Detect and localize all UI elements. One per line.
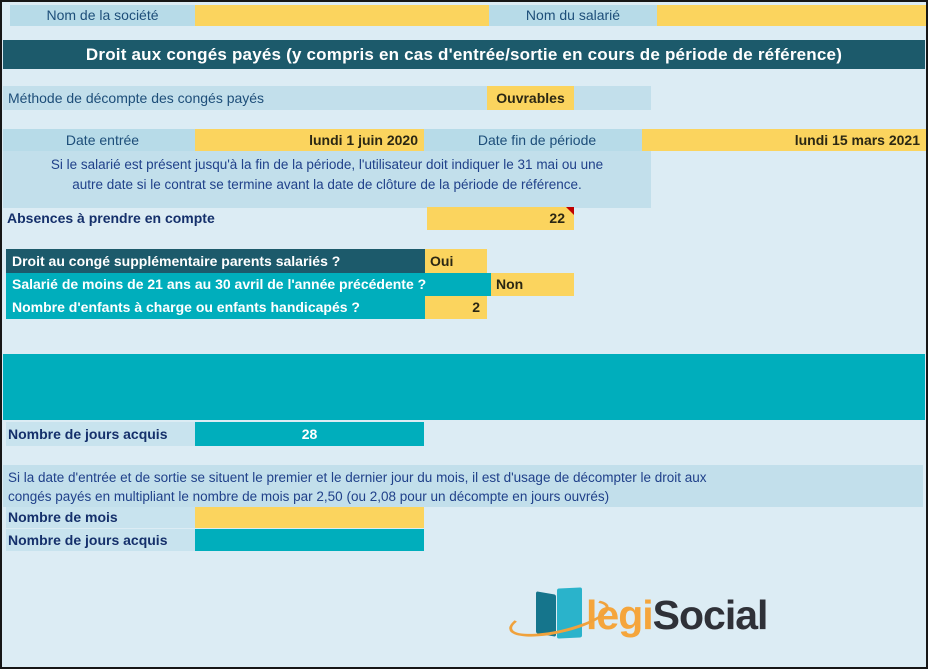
logo-text-legi: legi [586,592,654,638]
absences-label: Absences à prendre en compte [7,210,215,226]
period-end-label: Date fin de période [437,129,637,151]
employee-name-field[interactable] [657,5,926,26]
logo-wordmark: legiSocial [586,583,769,647]
question-under-21-field[interactable]: Non [491,273,574,296]
acquired-days-label: Nombre de jours acquis [6,422,195,446]
manual-acquired-days-label: Nombre de jours acquis [6,529,195,551]
period-note: Si le salarié est présent jusqu'à la fin… [3,151,651,208]
entry-date-field[interactable]: lundi 1 juin 2020 [195,129,424,151]
legisocial-logo-icon [505,583,613,647]
absences-value: 22 [549,210,565,226]
question-extra-leave-label: Droit au congé supplémentaire parents sa… [6,249,425,273]
page-title: Droit aux congés payés (y compris en cas… [3,40,925,69]
comment-marker-icon [566,207,574,215]
logo-text-social: Social [652,592,769,638]
result-highlight-band [3,354,925,420]
manual-acquired-days-value [195,529,424,551]
company-name-field[interactable] [195,5,489,26]
period-note-line2: autre date si le contrat se termine avan… [72,177,582,192]
absences-field[interactable]: 22 [427,207,574,230]
months-count-field[interactable] [195,507,424,528]
legisocial-logo: legiSocial [505,582,824,648]
usage-note: Si la date d'entrée et de sortie se situ… [3,465,923,507]
question-children-label: Nombre d'enfants à charge ou enfants han… [6,296,425,319]
acquired-days-value: 28 [195,422,424,446]
method-select[interactable]: Ouvrables [487,86,574,110]
entry-date-label: Date entrée [10,129,195,151]
usage-note-line2: congés payés en multipliant le nombre de… [8,489,610,504]
question-under-21-label: Salarié de moins de 21 ans au 30 avril d… [6,273,491,296]
employee-name-label: Nom du salarié [489,5,657,26]
company-name-label: Nom de la société [10,5,195,26]
months-count-label: Nombre de mois [6,507,195,528]
question-extra-leave-field[interactable]: Oui [425,249,487,273]
period-end-field[interactable]: lundi 15 mars 2021 [642,129,926,151]
usage-note-line1: Si la date d'entrée et de sortie se situ… [8,470,707,485]
period-note-line1: Si le salarié est présent jusqu'à la fin… [50,157,604,172]
question-children-field[interactable]: 2 [425,296,487,319]
